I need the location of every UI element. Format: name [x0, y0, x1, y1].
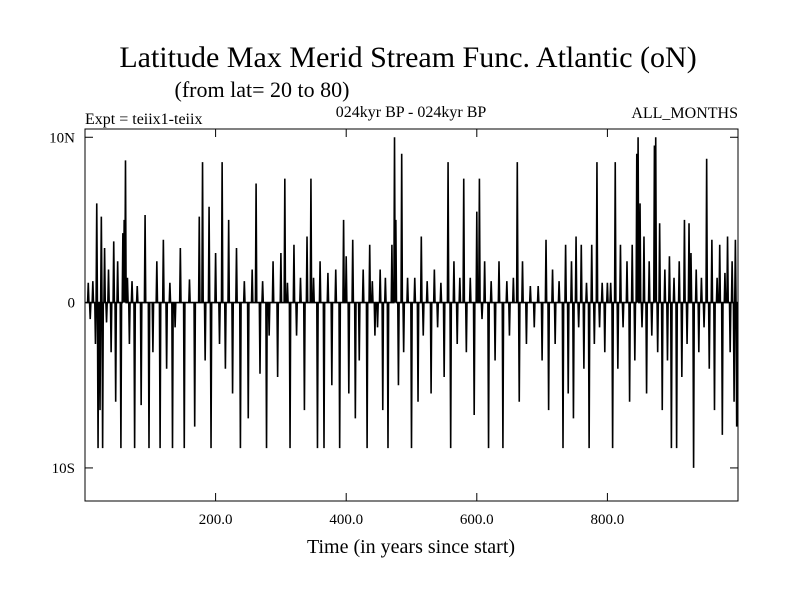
y-tick-label: 0 — [68, 296, 76, 312]
y-tick-label: 10N — [49, 130, 75, 146]
data-series — [85, 137, 739, 468]
x-tick-label: 600.0 — [460, 512, 494, 528]
series-line — [85, 137, 739, 468]
chart-title: Latitude Max Merid Stream Func. Atlantic… — [119, 41, 696, 74]
plot-frame — [84, 128, 739, 502]
x-tick-label: 800.0 — [591, 512, 625, 528]
period-label: 024kyr BP - 024kyr BP — [336, 104, 487, 121]
months-label: ALL_MONTHS — [631, 105, 738, 122]
x-axis-label: Time (in years since start) — [307, 536, 515, 558]
y-tick-label: 10S — [52, 461, 75, 477]
x-tick-label: 200.0 — [199, 512, 233, 528]
axis-ticks: 200.0 400.0 600.0 800.0 10N 0 10S — [49, 129, 738, 528]
x-tick-label: 400.0 — [329, 512, 363, 528]
experiment-label: Expt = teiix1-teiix — [85, 111, 202, 128]
chart-subtitle: (from lat= 20 to 80) — [175, 77, 350, 102]
